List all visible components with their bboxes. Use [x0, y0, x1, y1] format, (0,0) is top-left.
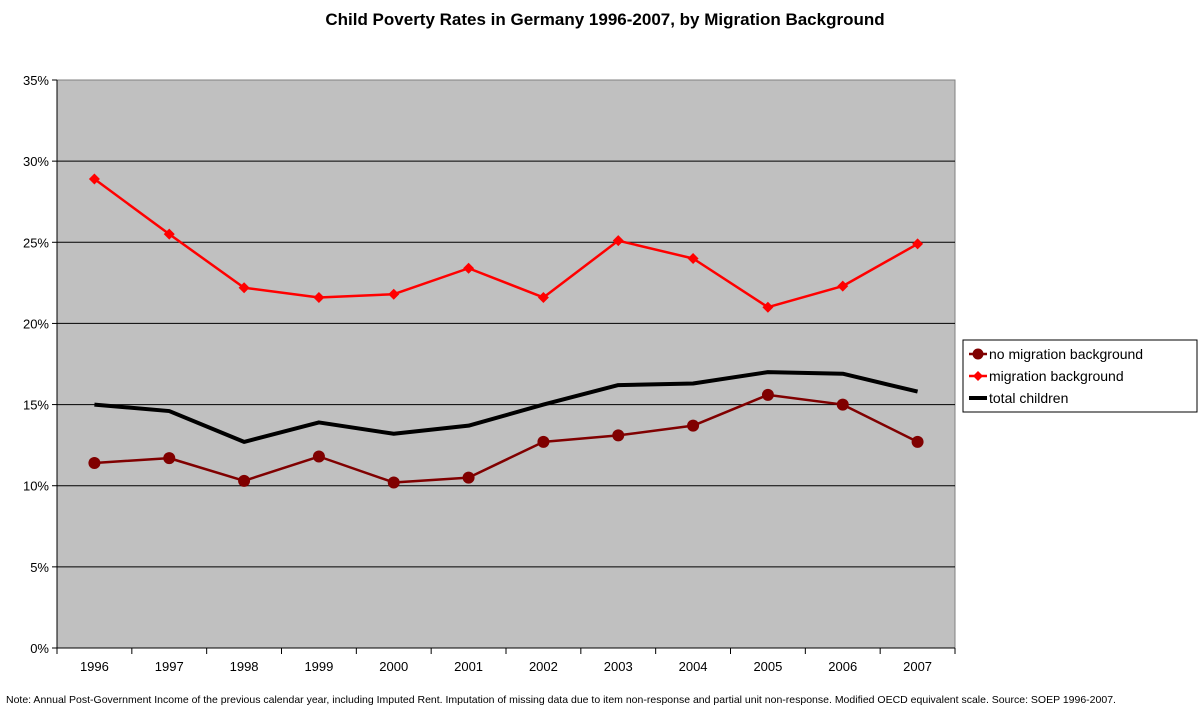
legend-marker — [973, 371, 983, 381]
data-point — [687, 419, 700, 432]
data-point — [837, 280, 849, 292]
y-tick-label: 25% — [23, 235, 49, 250]
data-point — [387, 476, 400, 489]
legend-label: migration background — [989, 368, 1124, 384]
data-point — [612, 429, 625, 442]
footnote: Note: Annual Post-Government Income of t… — [6, 694, 1116, 706]
x-tick-label: 2002 — [529, 659, 558, 674]
data-point — [912, 238, 924, 250]
data-point — [312, 450, 325, 463]
legend: no migration background migration backgro… — [962, 339, 1198, 413]
series-group — [88, 173, 924, 489]
x-tick-label: 2006 — [828, 659, 857, 674]
y-tick-label: 15% — [23, 398, 49, 413]
y-tick-label: 0% — [30, 641, 49, 656]
data-point — [762, 301, 774, 313]
y-tick-label: 5% — [30, 560, 49, 575]
x-tick-label: 1998 — [230, 659, 259, 674]
data-point — [88, 456, 101, 469]
axes: 0% 5% 10% 15% 20% 25% 30% 35% 1996 1997 1998 1999 20… — [23, 73, 956, 674]
data-point — [687, 253, 699, 265]
x-tick-label: 2003 — [604, 659, 633, 674]
legend-label: total children — [989, 390, 1068, 406]
x-tick-label: 1997 — [155, 659, 184, 674]
data-point — [761, 388, 774, 401]
x-tick-label: 2005 — [753, 659, 782, 674]
y-tick-label: 35% — [23, 73, 49, 88]
x-tick-label: 2007 — [903, 659, 932, 674]
data-point — [462, 471, 475, 484]
data-point — [238, 474, 251, 487]
data-point — [88, 173, 100, 185]
series-line — [94, 370, 919, 444]
data-point — [612, 235, 624, 247]
plot-area — [56, 79, 956, 649]
series-line — [93, 177, 919, 309]
x-tick-label: 1996 — [80, 659, 109, 674]
x-tick-label: 1999 — [304, 659, 333, 674]
legend-label: no migration background — [989, 346, 1143, 362]
data-point — [463, 262, 475, 274]
data-point — [537, 291, 549, 303]
legend-marker — [972, 348, 984, 360]
data-point — [163, 452, 176, 465]
legend-box — [962, 339, 1198, 413]
series-line — [94, 393, 919, 484]
data-point — [313, 291, 325, 303]
data-point — [163, 228, 175, 240]
x-tick-label: 2001 — [454, 659, 483, 674]
data-point — [238, 282, 250, 294]
y-tick-label: 30% — [23, 154, 49, 169]
y-tick-label: 20% — [23, 316, 49, 331]
gridlines — [57, 160, 955, 568]
data-point — [537, 435, 550, 448]
chart-title: Child Poverty Rates in Germany 1996-2007… — [325, 10, 884, 29]
y-tick-label: 10% — [23, 479, 49, 494]
x-tick-label: 2000 — [379, 659, 408, 674]
x-tick-label: 2004 — [679, 659, 708, 674]
data-point — [388, 288, 400, 300]
data-point — [836, 398, 849, 411]
line-chart: Child Poverty Rates in Germany 1996-2007… — [23, 10, 1198, 674]
data-point — [911, 435, 924, 448]
